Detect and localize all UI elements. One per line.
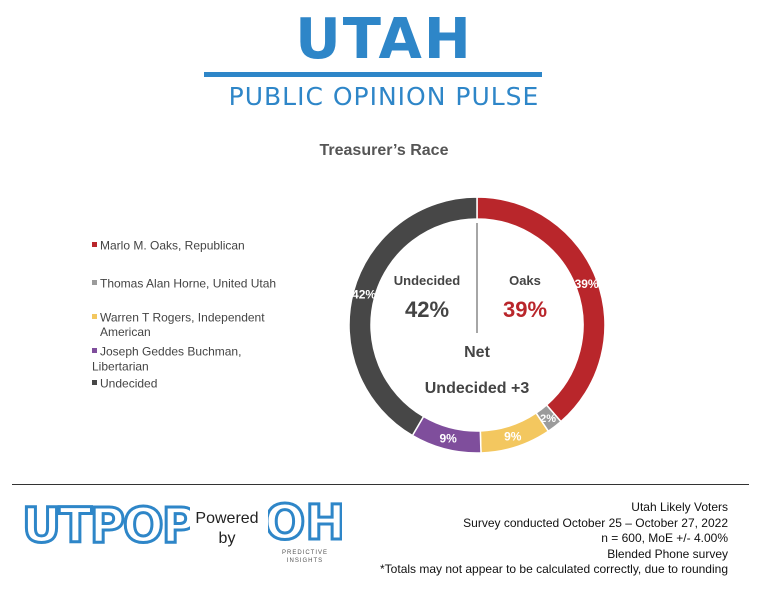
legend-swatch: [92, 380, 97, 386]
methodology-population: Utah Likely Voters: [631, 500, 728, 514]
center-net-value: Undecided +3: [425, 380, 530, 397]
header: UTAH PUBLIC OPINION PULSE: [0, 0, 768, 120]
chart-title: Treasurer’s Race: [319, 142, 449, 159]
legend-label: Thomas Alan Horne, United Utah: [100, 276, 277, 291]
legend-label: Marlo M. Oaks, Republican: [100, 238, 245, 253]
slice-data-label: 9%: [504, 429, 522, 443]
legend-label: Joseph Geddes Buchman, Libertarian: [92, 344, 242, 374]
caption-line-1: PREDICTIVE: [281, 550, 328, 556]
brand-subtitle: PUBLIC OPINION PULSE: [228, 82, 540, 111]
powered-by: Powered by: [193, 509, 261, 549]
donut-slice: [348, 196, 478, 437]
legend-item: Thomas Alan Horne, United Utah: [92, 276, 292, 291]
legend-item: Joseph Geddes Buchman, Libertarian: [92, 344, 292, 375]
methodology-mode: Blended Phone survey: [607, 546, 728, 561]
methodology-notes: Utah Likely Voters Survey conducted Octo…: [308, 500, 728, 578]
methodology-rounding-note: *Totals may not appear to be calculated …: [380, 562, 728, 576]
methodology-sample: n = 600, MoE +/- 4.00%: [601, 531, 728, 545]
predictive-insights-caption: PREDICTIVE INSIGHTS: [268, 549, 342, 565]
center-left-value: 42%: [405, 297, 449, 322]
utpop-logo-text: UTPOP: [22, 498, 190, 550]
caption-line-2: INSIGHTS: [286, 558, 324, 564]
center-left-label: Undecided: [394, 273, 461, 288]
center-right-value: 39%: [503, 297, 547, 322]
center-right-label: Oaks: [509, 273, 541, 288]
footer-divider: [12, 484, 749, 485]
slice-data-label: 2%: [540, 413, 556, 425]
legend-item: Undecided: [92, 376, 292, 391]
methodology-dates: Survey conducted October 25 – October 27…: [463, 515, 728, 530]
legend-item: Warren T Rogers, Independent American: [92, 310, 292, 340]
legend-swatch: [92, 280, 97, 286]
slice-data-label: 39%: [575, 277, 599, 291]
predictive-insights-logo: OH: [268, 494, 342, 546]
legend-swatch: [92, 314, 97, 320]
donut-chart: 39% 2% 9% 9% 42% Undecided 42% Oaks 39% Net Undeci…: [348, 196, 606, 454]
slice-data-label: 9%: [440, 431, 458, 445]
legend-label: American: [100, 325, 151, 340]
legend-swatch: [92, 348, 97, 354]
legend-label: Warren T Rogers, Independent: [100, 310, 265, 325]
legend-swatch: [92, 242, 97, 248]
brand-rule: [204, 72, 542, 77]
utpop-logo: UTPOP: [22, 498, 190, 550]
legend-label: Undecided: [100, 376, 158, 391]
brand-title: UTAH: [295, 7, 473, 72]
slice-data-label: 42%: [352, 287, 376, 301]
powered-by-line-1: Powered: [195, 510, 259, 527]
legend-item: Marlo M. Oaks, Republican: [92, 238, 292, 253]
predictive-insights-logo-text: OH: [268, 495, 342, 546]
powered-by-line-2: by: [218, 530, 236, 547]
center-net-label: Net: [464, 344, 490, 361]
